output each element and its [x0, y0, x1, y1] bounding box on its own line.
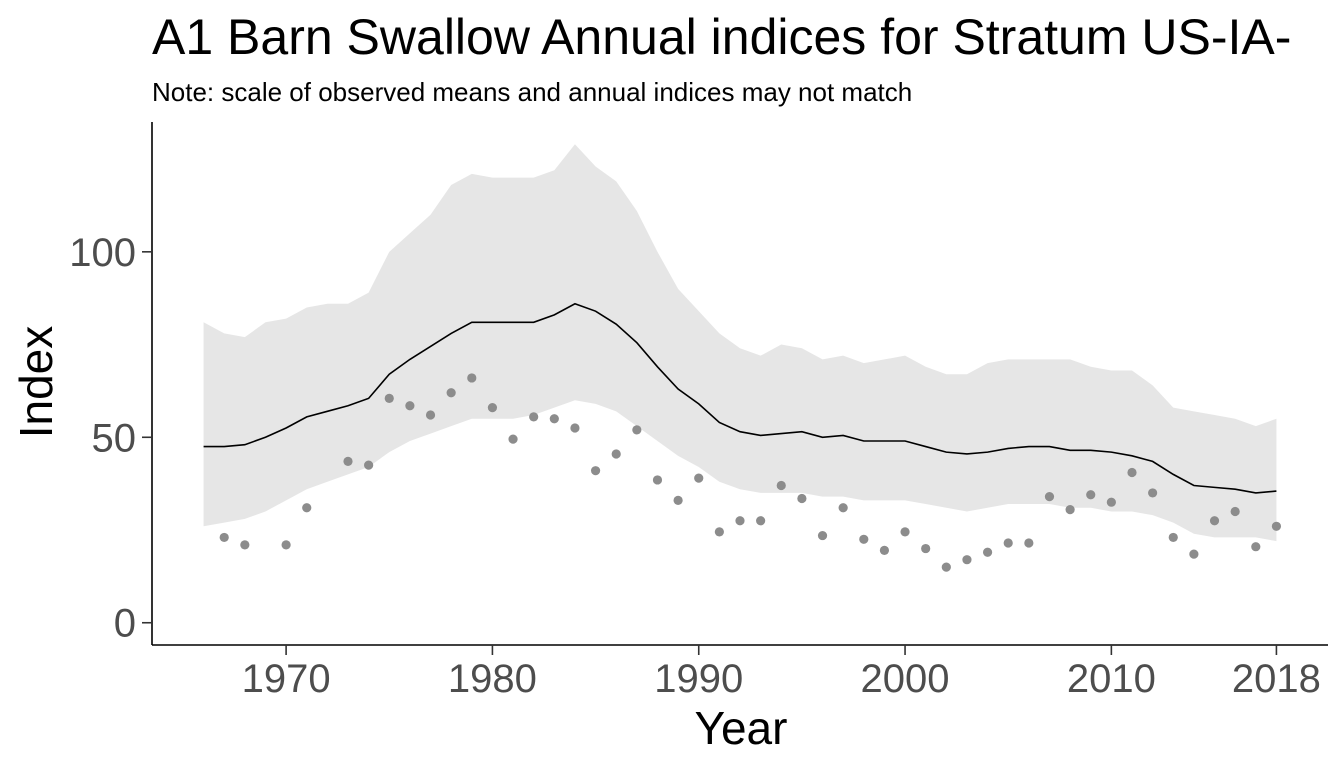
observed-mean-point: [570, 423, 580, 433]
observed-mean-point: [343, 456, 353, 466]
observed-mean-point: [425, 410, 436, 420]
observed-mean-point: [921, 543, 931, 554]
axes: 1970 1980 1990 2000 2010 2018 0 50 100: [69, 122, 1328, 701]
observed-mean-point: [1230, 506, 1240, 517]
annual-index-line: [203, 302, 1277, 494]
observed-mean-point: [838, 503, 848, 513]
observed-mean-point: [1106, 497, 1116, 507]
x-tick-label: 2018: [1232, 657, 1321, 701]
observed-mean-point: [694, 473, 704, 483]
x-tick-label: 1970: [242, 657, 331, 701]
x-axis-title: Year: [695, 702, 788, 754]
observed-mean-point: [611, 449, 621, 459]
observed-mean-point: [797, 493, 807, 504]
observed-mean-point: [549, 414, 559, 424]
observed-mean-point: [756, 516, 766, 526]
y-tick-label: 0: [114, 602, 136, 646]
observed-mean-point: [384, 393, 394, 403]
observed-mean-point: [735, 516, 745, 526]
observed-mean-point: [302, 503, 312, 513]
observed-mean-point: [529, 412, 539, 422]
observed-mean-point: [1086, 490, 1096, 500]
observed-mean-point: [405, 401, 415, 411]
observed-mean-point: [240, 540, 250, 550]
chart-title: A1 Barn Swallow Annual indices for Strat…: [152, 9, 1291, 65]
x-tick-label: 1990: [654, 657, 743, 701]
observed-mean-point: [714, 527, 724, 537]
observed-mean-point: [962, 555, 972, 565]
observed-mean-point: [1251, 542, 1261, 552]
observed-mean-point: [879, 545, 890, 556]
observed-mean-point: [1209, 516, 1220, 526]
observed-mean-point: [859, 534, 869, 544]
observed-mean-point: [652, 475, 663, 485]
observed-mean-point: [941, 562, 951, 572]
observed-mean-point: [1189, 549, 1199, 559]
observed-mean-point: [508, 434, 518, 444]
x-tick-label: 2000: [861, 657, 950, 701]
observed-mean-point: [776, 480, 786, 491]
observed-mean-point: [1024, 538, 1034, 548]
observed-mean-point: [364, 460, 374, 470]
observed-mean-point: [446, 388, 456, 398]
observed-mean-point: [632, 425, 642, 435]
observed-mean-point: [1044, 492, 1055, 502]
y-axis-title: Index: [10, 326, 62, 439]
observed-mean-point: [1168, 532, 1178, 543]
observed-mean-point: [1003, 538, 1013, 548]
x-tick-label: 1980: [448, 657, 537, 701]
observed-mean-point: [1065, 505, 1075, 515]
observed-mean-point: [1127, 467, 1137, 478]
y-tick-label: 50: [92, 416, 137, 460]
observed-mean-point: [281, 540, 291, 550]
observed-mean-point: [1271, 521, 1282, 531]
chart-subtitle: Note: scale of observed means and annual…: [152, 77, 912, 107]
observed-mean-point: [219, 532, 229, 543]
observed-mean-point: [467, 373, 477, 383]
observed-mean-point: [817, 530, 828, 541]
observed-mean-point: [900, 527, 910, 537]
x-tick-label: 2010: [1067, 657, 1156, 701]
observed-mean-point: [1148, 488, 1158, 498]
observed-mean-point: [673, 495, 683, 505]
observed-mean-point: [590, 466, 601, 476]
credible-interval-band: [203, 144, 1277, 542]
plot-area: [203, 144, 1282, 572]
y-tick-label: 100: [69, 231, 136, 275]
observed-mean-point: [982, 547, 993, 557]
observed-mean-point: [487, 403, 498, 413]
